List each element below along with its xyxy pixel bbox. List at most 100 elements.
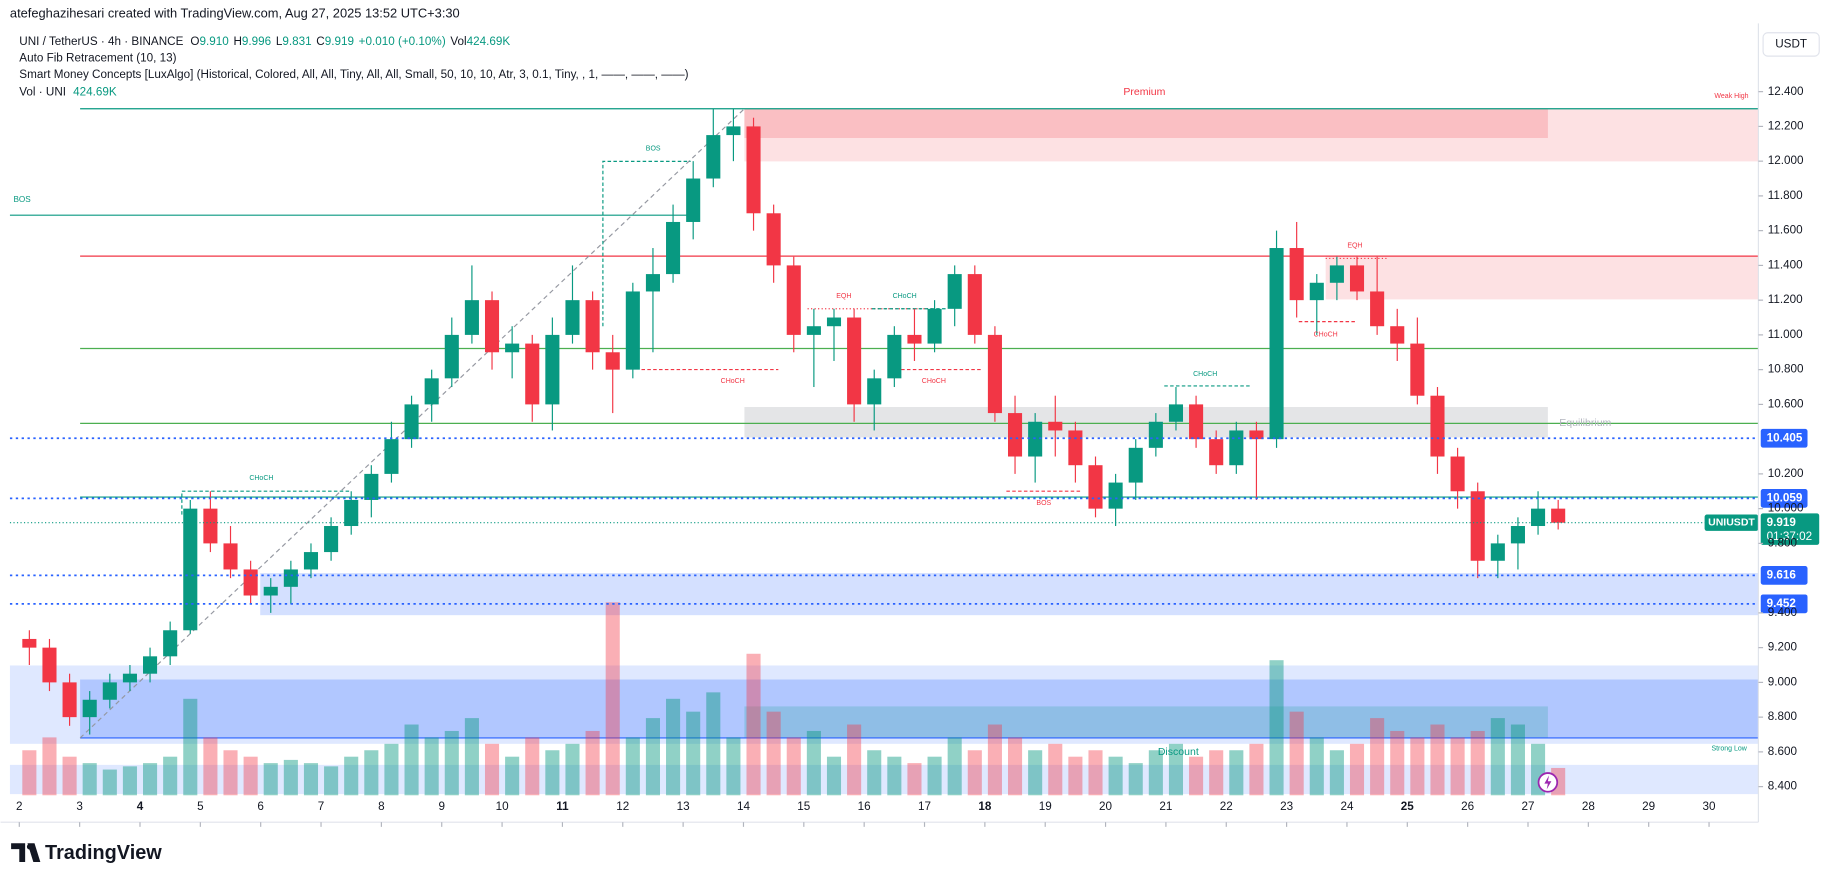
vol-line: Vol · UNI 424.69K: [19, 85, 117, 98]
x-tick-label: 14: [737, 800, 751, 813]
x-tick-label: 17: [918, 800, 931, 813]
volume-bar: [1430, 724, 1445, 796]
x-tick-label: 21: [1159, 800, 1172, 813]
candle-body: [464, 300, 479, 335]
candle-body: [243, 569, 258, 596]
volume-bar: [1370, 718, 1385, 796]
volume-bar: [987, 724, 1002, 796]
volume-bar: [1128, 763, 1143, 796]
x-tick-label: 5: [197, 800, 204, 813]
ohlc-value: 9.996: [242, 35, 271, 48]
currency-label[interactable]: USDT: [1775, 38, 1807, 51]
candle-body: [203, 508, 218, 544]
candle-body: [263, 586, 278, 596]
candle-body: [1309, 282, 1324, 301]
discount-zone: [9, 665, 1759, 744]
lightning-glyph: [1544, 775, 1552, 790]
y-tick-label: 12.400: [1768, 85, 1804, 98]
volume-bar: [806, 730, 821, 796]
fib-trend-line: [79, 108, 745, 739]
candle-body: [1390, 326, 1405, 344]
annotation: BOS: [1036, 500, 1051, 507]
volume-bar: [223, 750, 238, 796]
vol-value: 424.69K: [467, 35, 511, 48]
x-tick-label: 26: [1461, 800, 1474, 813]
candle-body: [1510, 526, 1525, 544]
candle-body: [666, 221, 681, 275]
candle-body: [1007, 413, 1023, 457]
candle-body: [927, 308, 942, 344]
candle-body: [283, 569, 298, 587]
brand-name: TradingView: [45, 842, 162, 864]
candle-body: [1148, 421, 1163, 448]
level-label: 10.059: [1767, 491, 1803, 504]
candle-body: [404, 404, 419, 440]
volume-bar: [1028, 750, 1043, 796]
candle-body: [585, 300, 600, 353]
discount-zone: [9, 764, 1759, 795]
volume-bar: [786, 737, 801, 796]
x-tick-label: 8: [378, 800, 385, 813]
annotation: Equilibrium: [1559, 417, 1611, 429]
y-tick-label: 8.400: [1768, 780, 1798, 793]
candle-body: [947, 274, 962, 309]
levels: 10.405 10.059 9.616 9.452 UNIUSDT 9.91901:37:…: [9, 428, 1820, 614]
annotation: CHoCH: [249, 475, 273, 482]
volume-bar: [1490, 718, 1505, 796]
symbol-line: UNI / TetherUS · 4h · BINANCE O9.910 H9.99…: [19, 35, 510, 48]
x-tick-label: 2: [16, 800, 23, 813]
volume-bar: [22, 750, 37, 796]
volume-bar: [907, 763, 922, 796]
candle-body: [183, 508, 198, 631]
volume-bar: [525, 737, 540, 796]
candle-body: [344, 499, 359, 527]
volume-bar: [484, 743, 500, 796]
x-tick-label: 18: [978, 800, 992, 813]
volume-bar: [967, 750, 982, 796]
annotation: CHoCH: [721, 378, 745, 385]
level-label-box: [1760, 489, 1808, 508]
structure-lines: [9, 108, 1759, 739]
x-tick-label: 4: [137, 800, 144, 813]
candle-body: [766, 213, 781, 266]
candle-body: [1128, 447, 1143, 483]
level-label: 10.405: [1767, 431, 1803, 444]
volume-bar: [42, 737, 57, 796]
bos-line: [602, 160, 691, 327]
annotations: Premium Equilibrium Discount Weak High Stron…: [13, 86, 1748, 758]
candle-body: [1088, 465, 1103, 509]
candle-body: [1470, 491, 1485, 561]
x-tick-label: 22: [1220, 800, 1233, 813]
volume-bar: [847, 724, 862, 796]
volume-bar: [464, 718, 479, 796]
candle-body: [1410, 343, 1425, 396]
volume-bar: [766, 711, 781, 796]
volume-bar: [1088, 750, 1103, 796]
logo-dot: [26, 843, 33, 850]
volume-bar: [565, 743, 580, 796]
y-tick-label: 10.200: [1768, 467, 1804, 480]
candle-body: [303, 552, 319, 570]
volume-bar: [1007, 737, 1023, 796]
x-tick-label: 7: [318, 800, 325, 813]
candle-body: [1450, 456, 1465, 492]
candle-body: [786, 265, 801, 335]
y-tick-label: 8.800: [1768, 710, 1798, 723]
volume-bar: [1450, 737, 1465, 796]
x-tick-label: 3: [76, 800, 83, 813]
demand-block: [260, 573, 1759, 616]
candle-body: [1370, 291, 1385, 327]
volume-bar: [384, 743, 399, 796]
y-tick-label: 11.800: [1768, 189, 1803, 202]
candle-body: [163, 630, 178, 657]
y-tick-label: 12.200: [1768, 119, 1804, 132]
annotation: BOS: [13, 195, 31, 204]
currency-button[interactable]: [1762, 32, 1820, 57]
annotation: Strong Low: [1711, 745, 1747, 752]
candle-body: [1108, 482, 1123, 509]
candle-body: [1229, 430, 1244, 466]
candle-body: [1189, 404, 1204, 440]
candle-body: [907, 334, 922, 344]
volume-bar: [404, 724, 419, 796]
